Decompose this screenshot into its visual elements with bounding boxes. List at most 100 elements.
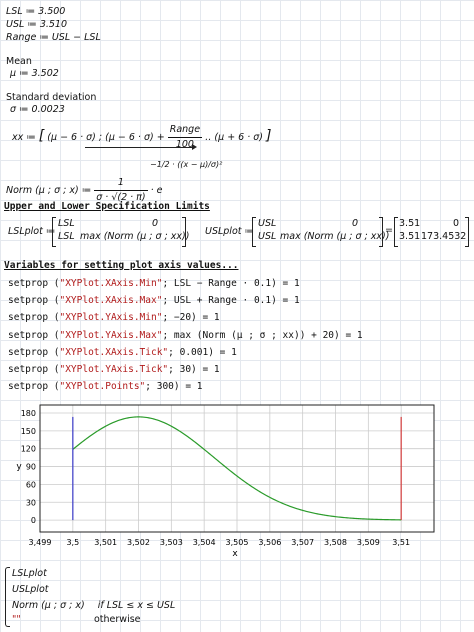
setprop-yaxis-min[interactable]: setprop ("XYPlot.YAxis.Min"; −20) = 1 bbox=[8, 312, 220, 324]
usl-result-r1c2: 0 bbox=[453, 218, 460, 229]
sd-label: Standard deviation bbox=[6, 92, 97, 103]
usl-result-r2c2: 173.4532 bbox=[421, 231, 467, 242]
x-tick-label: 3,51 bbox=[392, 538, 410, 547]
usl-result-r1c1: 3.51 bbox=[399, 218, 421, 229]
plot-grid bbox=[39, 405, 434, 532]
piecewise-empty-string: "" bbox=[12, 614, 21, 625]
range-fraction-num: Range bbox=[167, 123, 203, 138]
usl-plot-r1c2: 0 bbox=[352, 218, 359, 229]
x-tick-label: 3,507 bbox=[291, 538, 314, 547]
xx-definition[interactable]: xx ≔ [ (μ − 6 · σ) ; (μ − 6 · σ) + Range… bbox=[12, 123, 272, 152]
usl-plot-equals: = bbox=[385, 225, 393, 236]
setprop-arg: "XYPlot.XAxis.Min" bbox=[59, 278, 163, 289]
setprop-fn: setprop ( bbox=[8, 278, 60, 289]
lsl-plot-r1c2: 0 bbox=[152, 218, 159, 229]
x-tick-label: 3,505 bbox=[226, 538, 249, 547]
usl-plot-bracket-right bbox=[379, 217, 383, 247]
x-tick-label: 3,501 bbox=[94, 538, 117, 547]
setprop-fn: setprop ( bbox=[8, 330, 60, 341]
x-tick-label: 3,509 bbox=[357, 538, 380, 547]
x-tick-label: 3,508 bbox=[324, 538, 347, 547]
norm-exponent: −1/2 · ((x − μ)/σ)² bbox=[150, 160, 223, 169]
lsl-plot-r2c1: LSL bbox=[58, 231, 75, 242]
norm-curve bbox=[72, 416, 402, 521]
y-tick-label: 0 bbox=[31, 516, 36, 525]
range-definition[interactable]: Range ≔ USL − LSL bbox=[6, 32, 101, 43]
usl-plot-r2c2: max (Norm (μ ; σ ; xx)) bbox=[280, 231, 390, 242]
usl-definition[interactable]: USL ≔ 3.510 bbox=[6, 19, 68, 30]
y-tick-label: 150 bbox=[21, 427, 36, 436]
x-tick-labels: 3,499 3,5 3,501 3,502 3,503 3,504 3,505 3,506 3,… bbox=[29, 538, 411, 547]
x-axis-label: x bbox=[232, 549, 238, 559]
norm-definition[interactable]: Norm (μ ; σ ; x) ≔ 1 σ · √(2 · π) · e bbox=[6, 176, 163, 205]
y-tick-label: 60 bbox=[26, 480, 36, 489]
setprop-arg: "XYPlot.YAxis.Min" bbox=[59, 312, 163, 323]
usl-result-r2c1: 3.51 bbox=[399, 231, 421, 242]
x-tick-label: 3,503 bbox=[160, 538, 183, 547]
norm-fraction: 1 σ · √(2 · π) bbox=[94, 176, 148, 205]
setprop-xaxis-max[interactable]: setprop ("XYPlot.XAxis.Max"; USL + Range… bbox=[8, 295, 300, 307]
lsl-plot-bracket-right bbox=[182, 217, 186, 247]
x-tick-label: 3,5 bbox=[66, 538, 79, 547]
y-tick-label: 90 bbox=[26, 463, 36, 472]
norm-lhs: Norm (μ ; σ ; x) ≔ bbox=[6, 185, 92, 196]
setprop-rest: ; LSL − Range · 0.1) = 1 bbox=[162, 278, 300, 289]
setprop-fn: setprop ( bbox=[8, 295, 60, 306]
xy-plot[interactable]: 0 30 60 90 120 150 180 3,499 3,5 3,501 3,502 3,503… bbox=[0, 400, 474, 560]
vars-heading: Variables for setting plot axis values..… bbox=[4, 260, 239, 271]
xx-lhs: xx ≔ bbox=[12, 132, 36, 143]
setprop-rest: ; 0.001) = 1 bbox=[168, 347, 237, 358]
setprop-fn: setprop ( bbox=[8, 312, 60, 323]
y-axis-label: y bbox=[16, 462, 22, 472]
setprop-xaxis-min[interactable]: setprop ("XYPlot.XAxis.Min"; LSL − Range… bbox=[8, 278, 300, 290]
setprop-rest: ; −20) = 1 bbox=[162, 312, 220, 323]
lsl-definition[interactable]: LSL ≔ 3.500 bbox=[6, 6, 66, 17]
mean-definition[interactable]: μ ≔ 3.502 bbox=[10, 68, 59, 79]
piecewise-brace bbox=[5, 567, 10, 627]
range-fraction: Range 100 bbox=[167, 123, 203, 152]
y-tick-labels: 0 30 60 90 120 150 180 bbox=[21, 409, 36, 525]
usl-result-bracket-right bbox=[465, 217, 469, 247]
norm-fraction-den: σ · √(2 · π) bbox=[96, 192, 146, 203]
piecewise-row-usl[interactable]: USLplot bbox=[12, 584, 49, 595]
lsl-plot-lhs: LSLplot ≔ bbox=[8, 226, 56, 237]
plot-series bbox=[72, 416, 402, 521]
piecewise-row-lsl[interactable]: LSLplot bbox=[12, 568, 47, 579]
setprop-rest: ; 300) = 1 bbox=[145, 381, 203, 392]
setprop-arg: "XYPlot.YAxis.Max" bbox=[59, 330, 163, 341]
usl-plot-r1c1: USL bbox=[258, 218, 277, 229]
lsl-plot-bracket-left bbox=[52, 217, 56, 247]
y-tick-label: 180 bbox=[21, 409, 36, 418]
setprop-fn: setprop ( bbox=[8, 381, 60, 392]
x-tick-label: 3,504 bbox=[193, 538, 216, 547]
setprop-yaxis-tick[interactable]: setprop ("XYPlot.YAxis.Tick"; 30) = 1 bbox=[8, 364, 220, 376]
setprop-yaxis-max[interactable]: setprop ("XYPlot.YAxis.Max"; max (Norm (… bbox=[8, 330, 363, 342]
setprop-rest: ; 30) = 1 bbox=[168, 364, 220, 375]
xx-range-start: (μ − 6 · σ) ; (μ − 6 · σ) + bbox=[47, 132, 165, 143]
vectorize-arrow-icon bbox=[192, 144, 197, 150]
xx-range-end: ‥ (μ + 6 · σ) bbox=[205, 132, 264, 143]
setprop-points[interactable]: setprop ("XYPlot.Points"; 300) = 1 bbox=[8, 381, 202, 393]
setprop-arg: "XYPlot.Points" bbox=[59, 381, 146, 392]
piecewise-norm-cond: if LSL ≤ x ≤ USL bbox=[97, 600, 176, 611]
usl-plot-r2c1: USL bbox=[258, 231, 277, 242]
norm-fraction-num: 1 bbox=[94, 176, 148, 191]
piecewise-row-otherwise[interactable]: "" otherwise bbox=[12, 614, 141, 626]
limits-heading: Upper and Lower Specification Limits bbox=[4, 201, 210, 212]
sd-definition[interactable]: σ ≔ 0.0023 bbox=[10, 104, 65, 115]
y-tick-label: 30 bbox=[26, 498, 36, 507]
setprop-rest: ; USL + Range · 0.1) = 1 bbox=[162, 295, 300, 306]
setprop-xaxis-tick[interactable]: setprop ("XYPlot.XAxis.Tick"; 0.001) = 1 bbox=[8, 347, 237, 359]
usl-result-bracket-left bbox=[394, 217, 398, 247]
x-tick-label: 3,506 bbox=[258, 538, 281, 547]
setprop-arg: "XYPlot.XAxis.Max" bbox=[59, 295, 163, 306]
usl-plot-bracket-left bbox=[252, 217, 256, 247]
lsl-plot-r2c2: max (Norm (μ ; σ ; xx)) bbox=[80, 231, 190, 242]
setprop-arg: "XYPlot.XAxis.Tick" bbox=[59, 347, 169, 358]
usl-plot-lhs: USLplot ≔ bbox=[205, 226, 255, 237]
vectorize-bar bbox=[85, 147, 193, 148]
y-tick-label: 120 bbox=[21, 445, 36, 454]
setprop-fn: setprop ( bbox=[8, 347, 60, 358]
setprop-fn: setprop ( bbox=[8, 364, 60, 375]
piecewise-row-norm[interactable]: Norm (μ ; σ ; x) if LSL ≤ x ≤ USL bbox=[12, 600, 175, 612]
